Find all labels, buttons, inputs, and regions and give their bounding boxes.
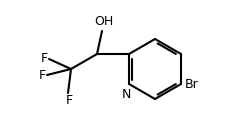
Text: F: F xyxy=(65,94,72,107)
Text: OH: OH xyxy=(94,15,113,28)
Text: F: F xyxy=(41,52,48,65)
Text: F: F xyxy=(39,68,46,82)
Text: N: N xyxy=(121,88,130,101)
Text: Br: Br xyxy=(184,78,198,91)
